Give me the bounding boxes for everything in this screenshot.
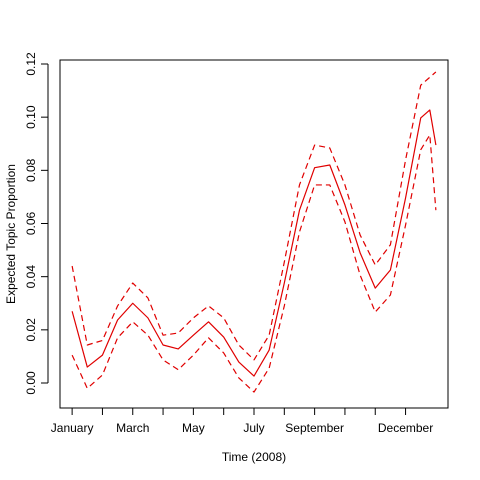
x-tick-label: March <box>116 421 149 435</box>
y-tick-label: 0.00 <box>24 371 38 395</box>
y-tick-label: 0.02 <box>24 318 38 342</box>
y-tick-label: 0.12 <box>24 52 38 76</box>
y-axis-label: Expected Topic Proportion <box>4 164 18 304</box>
y-tick-label: 0.08 <box>24 158 38 182</box>
x-axis-label: Time (2008) <box>222 450 286 464</box>
x-tick-label: July <box>243 421 264 435</box>
confidence-line <box>71 71 437 361</box>
confidence-line <box>71 134 437 393</box>
y-tick-label: 0.10 <box>24 105 38 129</box>
x-tick-label: December <box>378 421 433 435</box>
y-tick-label: 0.04 <box>24 265 38 289</box>
y-tick-label: 0.06 <box>24 211 38 235</box>
x-tick-label: January <box>51 421 94 435</box>
plot-box <box>59 59 449 409</box>
x-tick-label: May <box>182 421 205 435</box>
x-tick-label: September <box>285 421 344 435</box>
mean-line <box>71 109 437 377</box>
